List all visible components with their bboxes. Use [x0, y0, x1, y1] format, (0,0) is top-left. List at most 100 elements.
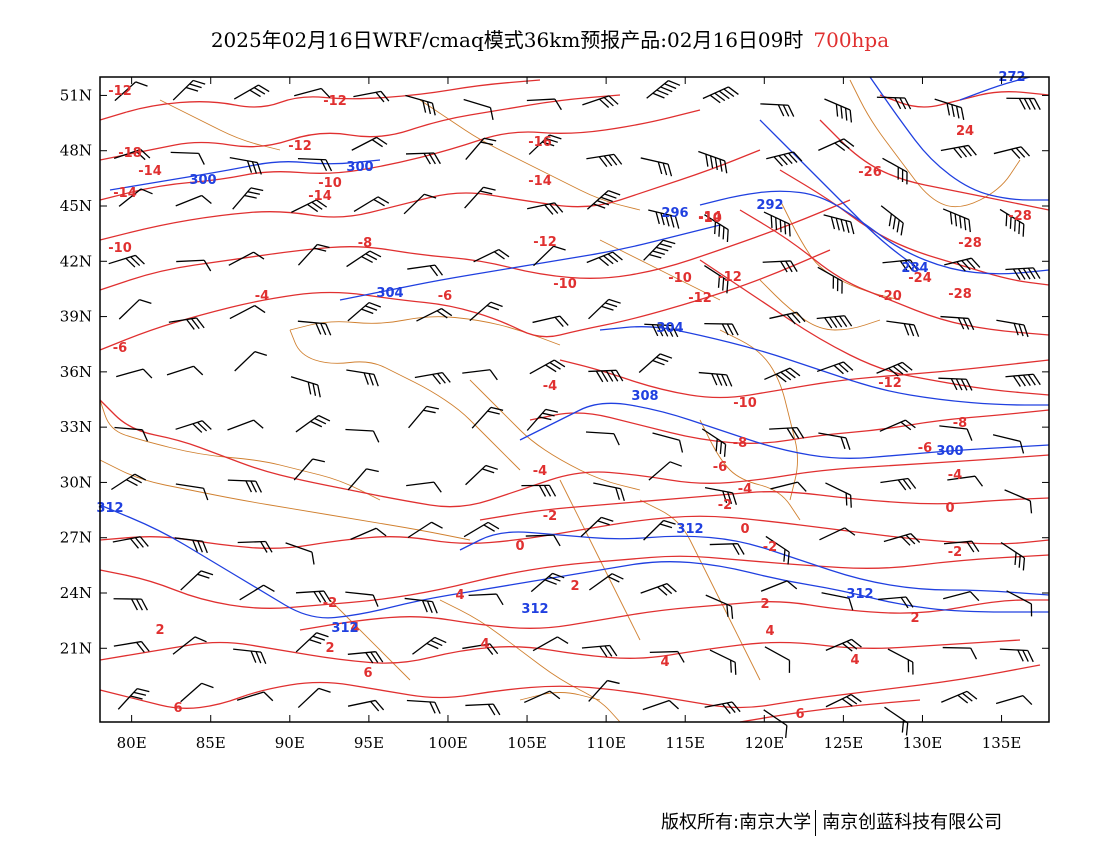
wind-barb — [465, 464, 498, 486]
lon-tick-label: 95E — [354, 734, 384, 752]
lat-tick-label: 27N — [60, 529, 92, 547]
wind-barb — [180, 682, 214, 703]
temperature-label: -6 — [113, 341, 127, 356]
province-boundaries — [99, 79, 1021, 723]
wind-barb — [465, 137, 497, 160]
wind-barb — [643, 239, 676, 261]
wind-barb — [175, 483, 209, 501]
wind-barb — [297, 320, 332, 336]
wind-barb — [168, 317, 205, 330]
wind-barb — [939, 425, 973, 441]
wind-barb — [463, 98, 494, 120]
wind-barb — [942, 646, 978, 660]
wind-barb — [295, 414, 331, 433]
boundary-line — [289, 316, 561, 346]
wind-barb — [464, 186, 496, 209]
height-label: 296 — [661, 206, 688, 221]
wind-barb — [180, 570, 214, 591]
wind-barb — [821, 592, 854, 611]
wind-barb — [527, 202, 564, 215]
wind-barb — [760, 580, 798, 592]
wind-barb — [823, 214, 855, 235]
wind-barb — [468, 593, 504, 606]
boundary-line — [599, 239, 721, 301]
lon-tick-label: 115E — [665, 734, 705, 752]
wind-barb — [580, 516, 614, 538]
wind-barb — [938, 377, 973, 391]
temperature-label: -6 — [918, 441, 932, 456]
wind-barb — [176, 259, 212, 272]
wind-barb — [643, 519, 676, 541]
boundary-line — [559, 479, 641, 641]
contour-labels: -18-16-14-14-14-14-12-12-12-12-10-10-10-… — [96, 70, 1031, 722]
wind-barb — [290, 376, 321, 398]
wind-barb — [1000, 541, 1026, 571]
temperature-label: 4 — [455, 588, 464, 603]
temperature-label: -14 — [528, 174, 552, 189]
boundary-line — [99, 459, 471, 541]
lon-tick-label: 120E — [745, 734, 785, 752]
wind-barb — [586, 190, 621, 210]
height-label: 300 — [346, 160, 373, 175]
boundary-line — [419, 99, 641, 211]
temperature-isoline — [99, 639, 1021, 664]
height-label: 312 — [521, 602, 548, 617]
wind-barb — [940, 315, 975, 331]
lon-tick-label: 130E — [903, 734, 943, 752]
temperature-isoline — [479, 491, 1050, 521]
wind-barb — [582, 95, 619, 109]
temperature-isoline — [99, 399, 1050, 508]
temperature-label: 4 — [765, 624, 774, 639]
wind-barb — [114, 426, 149, 442]
wind-barb — [763, 211, 791, 237]
height-label: 308 — [631, 389, 658, 404]
copyright-text: 版权所有:南京大学 — [661, 812, 812, 833]
wind-barb — [404, 597, 438, 614]
wind-barb — [118, 299, 152, 320]
temperature-label: -8 — [953, 416, 967, 431]
wind-barb — [346, 250, 382, 268]
wind-barb — [528, 134, 562, 155]
temperature-label: -10 — [698, 211, 722, 226]
temperature-label: -20 — [878, 289, 902, 304]
wind-barb — [996, 319, 1029, 338]
temperature-isoline — [99, 664, 1041, 709]
temperature-label: 2 — [910, 611, 919, 626]
temperature-label: 4 — [660, 655, 669, 670]
wind-barb — [698, 150, 728, 174]
company-name: 南京创蓝科技有限公司 — [822, 812, 1003, 833]
lat-tick-label: 45N — [60, 197, 92, 215]
wind-barb — [172, 79, 206, 101]
wind-barb — [175, 420, 212, 433]
wind-barb — [880, 205, 904, 236]
wind-barb — [166, 365, 204, 376]
wind-barb — [588, 679, 620, 702]
temperature-label: 0 — [945, 501, 954, 516]
wind-barb — [769, 311, 806, 325]
wind-barb — [407, 264, 444, 277]
wind-barb — [816, 361, 854, 375]
temperature-isoline — [99, 94, 621, 161]
wind-barb — [824, 98, 853, 123]
wind-barb — [709, 543, 745, 555]
temperature-label: 24 — [956, 124, 974, 139]
temperature-label: -28 — [948, 287, 972, 302]
wind-barb — [533, 245, 566, 267]
lat-tick-label: 42N — [60, 252, 92, 270]
temperature-label: 4 — [480, 637, 489, 652]
wind-barb — [943, 540, 980, 553]
temperature-label: 6 — [363, 666, 372, 681]
lat-tick-label: 30N — [60, 473, 92, 491]
wind-barb — [406, 481, 442, 493]
temperature-label: -12 — [108, 84, 132, 99]
wind-barb — [944, 257, 981, 272]
wind-barb — [638, 353, 673, 373]
wind-barb — [818, 432, 851, 450]
temperature-label: -18 — [118, 146, 142, 161]
wind-barb — [227, 419, 264, 431]
wind-barb — [760, 103, 795, 117]
temperature-label: 6 — [173, 701, 182, 716]
wind-barb — [588, 369, 624, 383]
wind-barb — [113, 148, 151, 161]
wind-barb — [175, 194, 212, 207]
